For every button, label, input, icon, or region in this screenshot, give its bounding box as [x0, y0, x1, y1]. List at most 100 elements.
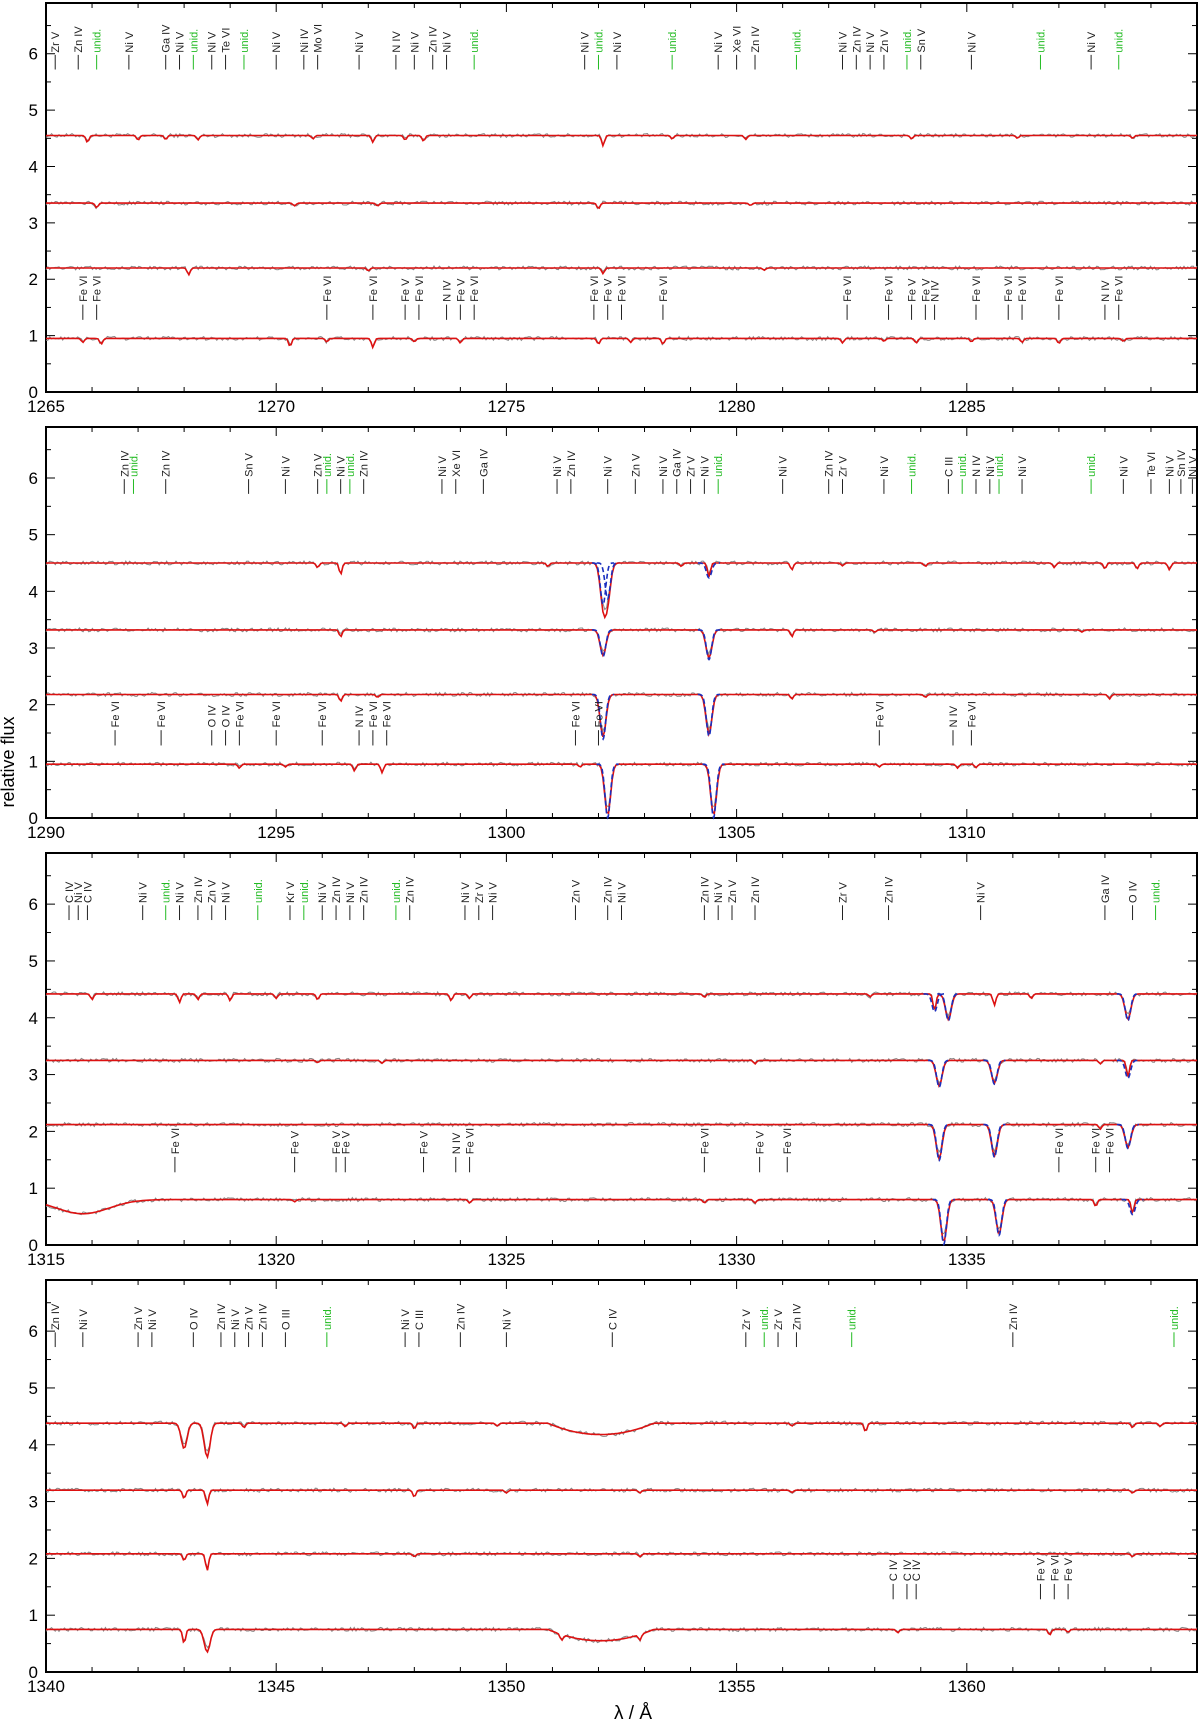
line-id-label: Fe VI: [317, 701, 329, 727]
line-id-label: Fe V: [1063, 1557, 1075, 1581]
line-id-label: Te VI: [221, 28, 233, 53]
model-spectrum: [46, 1422, 1197, 1460]
line-id-label: unid.: [253, 879, 265, 903]
line-id-label: unid.: [759, 1306, 771, 1330]
y-tick-label: 3: [29, 214, 38, 233]
line-id-label: Fe V: [290, 1130, 302, 1154]
y-tick-label: 4: [29, 157, 38, 176]
y-tick-label: 2: [29, 1549, 38, 1568]
x-tick-label: 1340: [27, 1677, 65, 1696]
line-id-label: unid.: [322, 453, 334, 477]
y-tick-label: 2: [29, 1122, 38, 1141]
model-spectrum: [46, 1553, 1197, 1571]
x-tick-label: 1320: [257, 1250, 295, 1269]
x-tick-label: 1360: [948, 1677, 986, 1696]
x-tick-label: 1265: [27, 397, 65, 416]
line-id-label: Zr V: [837, 455, 849, 476]
observed-spectrum: [45, 761, 1198, 808]
line-id-label: Ni V: [778, 455, 790, 476]
y-tick-label: 0: [29, 1236, 38, 1255]
line-id-label: Fe VI: [1091, 1128, 1103, 1154]
line-id-label: Fe VI: [1003, 276, 1015, 302]
line-id-label: Zn IV: [50, 1303, 62, 1330]
model-spectrum: [45, 1198, 1197, 1243]
model-spectrum: [46, 1059, 1197, 1089]
line-id-label: Zr V: [837, 882, 849, 903]
line-id-label: Zn IV: [1008, 1303, 1020, 1330]
line-id-label: O III: [280, 1309, 292, 1330]
line-id-label: unid.: [907, 453, 919, 477]
line-id-label: Ni V: [713, 882, 725, 903]
line-id-label: Ni V: [699, 455, 711, 476]
line-id-label: Zn IV: [428, 26, 440, 53]
line-id-label: Zn IV: [359, 450, 371, 477]
y-tick-label: 6: [29, 895, 38, 914]
model-spectrum: [46, 1628, 1197, 1654]
y-tick-label: 1: [29, 752, 38, 771]
model-spectrum: [46, 1123, 1197, 1162]
line-id-label: Ni V: [73, 882, 85, 903]
line-id-label: Zn V: [727, 879, 739, 903]
model-spectrum: [46, 763, 1197, 816]
line-id-label: Fe VI: [617, 276, 629, 302]
line-id-label: Ni V: [552, 455, 564, 476]
line-id-label: unid.: [469, 29, 481, 53]
line-id-label: Zn IV: [119, 450, 131, 477]
line-id-label: Sn IV: [1176, 449, 1188, 477]
line-id-label: Zn V: [207, 879, 219, 903]
line-id-label: O IV: [1128, 880, 1140, 903]
line-id-label: unid.: [1151, 879, 1163, 903]
line-id-label: Zn V: [133, 1306, 145, 1330]
line-id-label: N IV: [948, 705, 960, 727]
model-spectrum: [46, 562, 1197, 620]
line-id-label: unid.: [322, 1306, 334, 1330]
line-id-label: Ni IV: [299, 28, 311, 53]
line-id-label: Fe VI: [110, 701, 122, 727]
line-id-label: Ni V: [501, 1309, 513, 1330]
line-id-label: Fe VI: [1049, 1555, 1061, 1581]
line-id-label: Zr V: [474, 882, 486, 903]
line-id-label: Zn IV: [73, 26, 85, 53]
line-id-label: Zn IV: [193, 876, 205, 903]
line-id-label: O IV: [188, 1307, 200, 1330]
line-id-label: Zn IV: [824, 450, 836, 477]
line-id-label: Ni V: [317, 882, 329, 903]
y-tick-label: 3: [29, 1493, 38, 1512]
line-id-label: Zn V: [879, 29, 891, 53]
line-id-label: Ni V: [78, 1309, 90, 1330]
x-tick-label: 1315: [27, 1250, 65, 1269]
x-tick-label: 1345: [257, 1677, 295, 1696]
x-tick-label: 1285: [948, 397, 986, 416]
spectrum-panel-1: 1265 1270 1275 1280 1285 0 1 2 3 4 5 6 Zr V Zn IV unid…: [27, 2, 1198, 416]
line-id-label: Zn IV: [257, 1303, 269, 1330]
y-tick-label: 6: [29, 469, 38, 488]
line-id-label: C IV: [911, 1559, 923, 1581]
line-id-label: Fe VI: [1105, 1128, 1117, 1154]
line-id-label: Fe V: [340, 1130, 352, 1154]
line-id-label: Zr V: [741, 1309, 753, 1330]
line-id-label: Zn IV: [359, 876, 371, 903]
line-id-label: N IV: [451, 1132, 463, 1154]
line-id-label: Fe VI: [782, 1128, 794, 1154]
y-tick-label: 2: [29, 270, 38, 289]
line-id-label: Fe VI: [322, 276, 334, 302]
line-id-label: C IV: [888, 1559, 900, 1581]
line-id-label: Zn IV: [603, 876, 615, 903]
model-spectrum: [46, 337, 1197, 350]
y-axis-label: relative flux: [0, 716, 18, 807]
line-id-label: Fe VI: [1054, 1128, 1066, 1154]
alternative-model-spectrum: [928, 1059, 1139, 1089]
line-id-label: Fe VI: [156, 701, 168, 727]
plot-frame: [45, 2, 1198, 393]
line-id-label: Ni V: [354, 31, 366, 52]
line-id-label: Ni V: [437, 455, 449, 476]
x-tick-label: 1355: [718, 1677, 756, 1696]
line-id-label: unid.: [957, 453, 969, 477]
line-id-label: Fe V: [907, 278, 919, 302]
line-id-label: unid.: [667, 29, 679, 53]
line-id-label: Fe VI: [842, 276, 854, 302]
line-id-label: Zn IV: [750, 26, 762, 53]
observed-spectrum: [45, 626, 1198, 656]
